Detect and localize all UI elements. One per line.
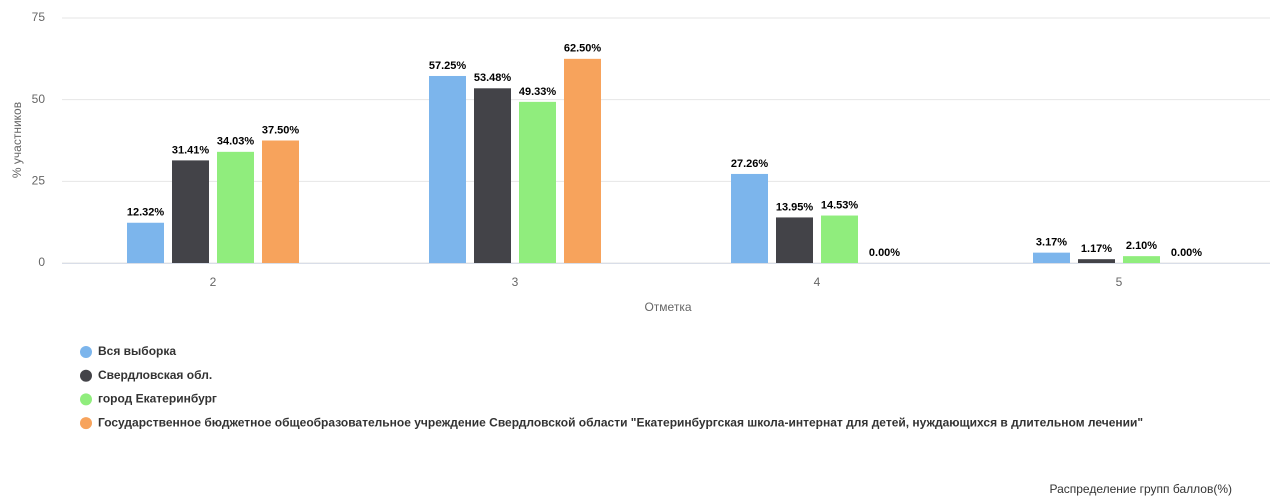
value-label: 34.03%: [217, 136, 255, 148]
bar: [262, 140, 299, 263]
value-label: 3.17%: [1036, 237, 1067, 249]
legend-symbol: [80, 369, 92, 382]
legend-symbol: [80, 346, 92, 358]
x-tick-label: 3: [512, 275, 519, 289]
y-tick-label: 75: [32, 10, 46, 24]
bar: [821, 215, 858, 263]
legend-symbol: [80, 417, 92, 430]
bar: [564, 58, 601, 264]
bar: [474, 88, 511, 263]
value-label: 57.25%: [429, 60, 467, 72]
bar: [519, 101, 556, 263]
bar: [1123, 256, 1160, 263]
x-tick-label: 4: [814, 275, 821, 289]
value-label: 62.50%: [564, 43, 602, 55]
value-label: 13.95%: [776, 201, 814, 213]
value-label: 0.00%: [1171, 247, 1202, 259]
bar: [429, 75, 466, 263]
bar: [127, 222, 164, 263]
value-label: 12.32%: [127, 207, 165, 219]
value-label: 1.17%: [1081, 243, 1112, 255]
value-label: 14.53%: [821, 199, 859, 211]
y-tick-label: 50: [32, 92, 46, 106]
legend-label: город Екатеринбург: [98, 392, 217, 406]
value-label: 31.41%: [172, 144, 210, 156]
bar: [776, 217, 813, 263]
bar: [172, 160, 209, 263]
bar: [1033, 252, 1070, 263]
y-tick-label: 0: [38, 255, 45, 269]
x-tick-label: 2: [210, 275, 217, 289]
bar: [731, 173, 768, 263]
bar: [217, 151, 254, 263]
value-label: 37.50%: [262, 124, 300, 136]
legend-label: Свердловская обл.: [98, 368, 212, 382]
legend-label: Государственное бюджетное общеобразовате…: [98, 415, 1143, 429]
value-label: 49.33%: [519, 86, 557, 98]
y-tick-label: 25: [32, 174, 46, 188]
value-label: 53.48%: [474, 72, 512, 84]
x-axis-title: Отметка: [644, 300, 691, 314]
legend-label: Вся выборка: [98, 344, 176, 358]
value-label: 2.10%: [1126, 240, 1157, 252]
x-tick-label: 5: [1116, 275, 1123, 289]
y-axis-title: % участников: [10, 102, 24, 178]
bar: [1078, 259, 1115, 263]
caption: Распределение групп баллов(%): [1049, 482, 1232, 496]
legend-symbol: [80, 393, 92, 406]
value-label: 0.00%: [869, 247, 900, 259]
value-label: 27.26%: [731, 158, 769, 170]
